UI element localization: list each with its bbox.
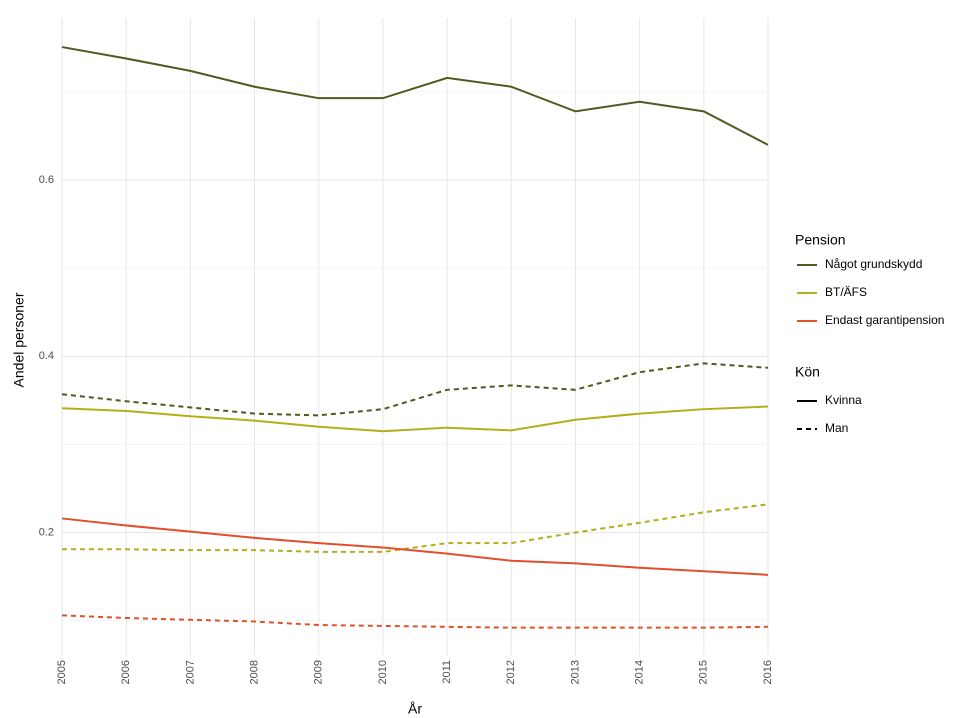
y-tick-label: 0.2 xyxy=(39,526,54,538)
y-axis-title: Andel personer xyxy=(11,292,27,387)
x-tick-label: 2010 xyxy=(377,660,389,684)
y-tick-label: 0.6 xyxy=(39,174,54,186)
x-tick-label: 2014 xyxy=(634,660,646,684)
x-tick-label: 2015 xyxy=(698,660,710,684)
series-line xyxy=(61,362,769,417)
legend-label: Något grundskydd xyxy=(825,257,922,271)
legend-label: BT/ÄFS xyxy=(825,285,867,299)
legend-label: Man xyxy=(825,421,848,435)
legend-label: Kvinna xyxy=(825,393,862,407)
x-tick-label: 2009 xyxy=(313,660,325,684)
x-tick-label: 2008 xyxy=(248,660,260,684)
legend-title: Kön xyxy=(795,364,820,380)
legend-label: Endast garantipension xyxy=(825,313,944,327)
x-axis-title: År xyxy=(408,701,422,717)
x-tick-label: 2016 xyxy=(762,660,774,684)
x-tick-label: 2005 xyxy=(56,660,68,684)
x-tick-label: 2013 xyxy=(569,660,581,684)
series-line xyxy=(61,46,769,146)
x-tick-label: 2012 xyxy=(505,660,517,684)
legend-title: Pension xyxy=(795,232,846,248)
x-tick-label: 2011 xyxy=(441,660,453,684)
series-line xyxy=(61,614,769,629)
series-line xyxy=(61,405,769,433)
series-line xyxy=(62,503,769,553)
y-tick-label: 0.4 xyxy=(39,350,54,362)
x-tick-label: 2006 xyxy=(120,660,132,684)
series-line xyxy=(61,517,769,576)
x-tick-label: 2007 xyxy=(184,660,196,684)
